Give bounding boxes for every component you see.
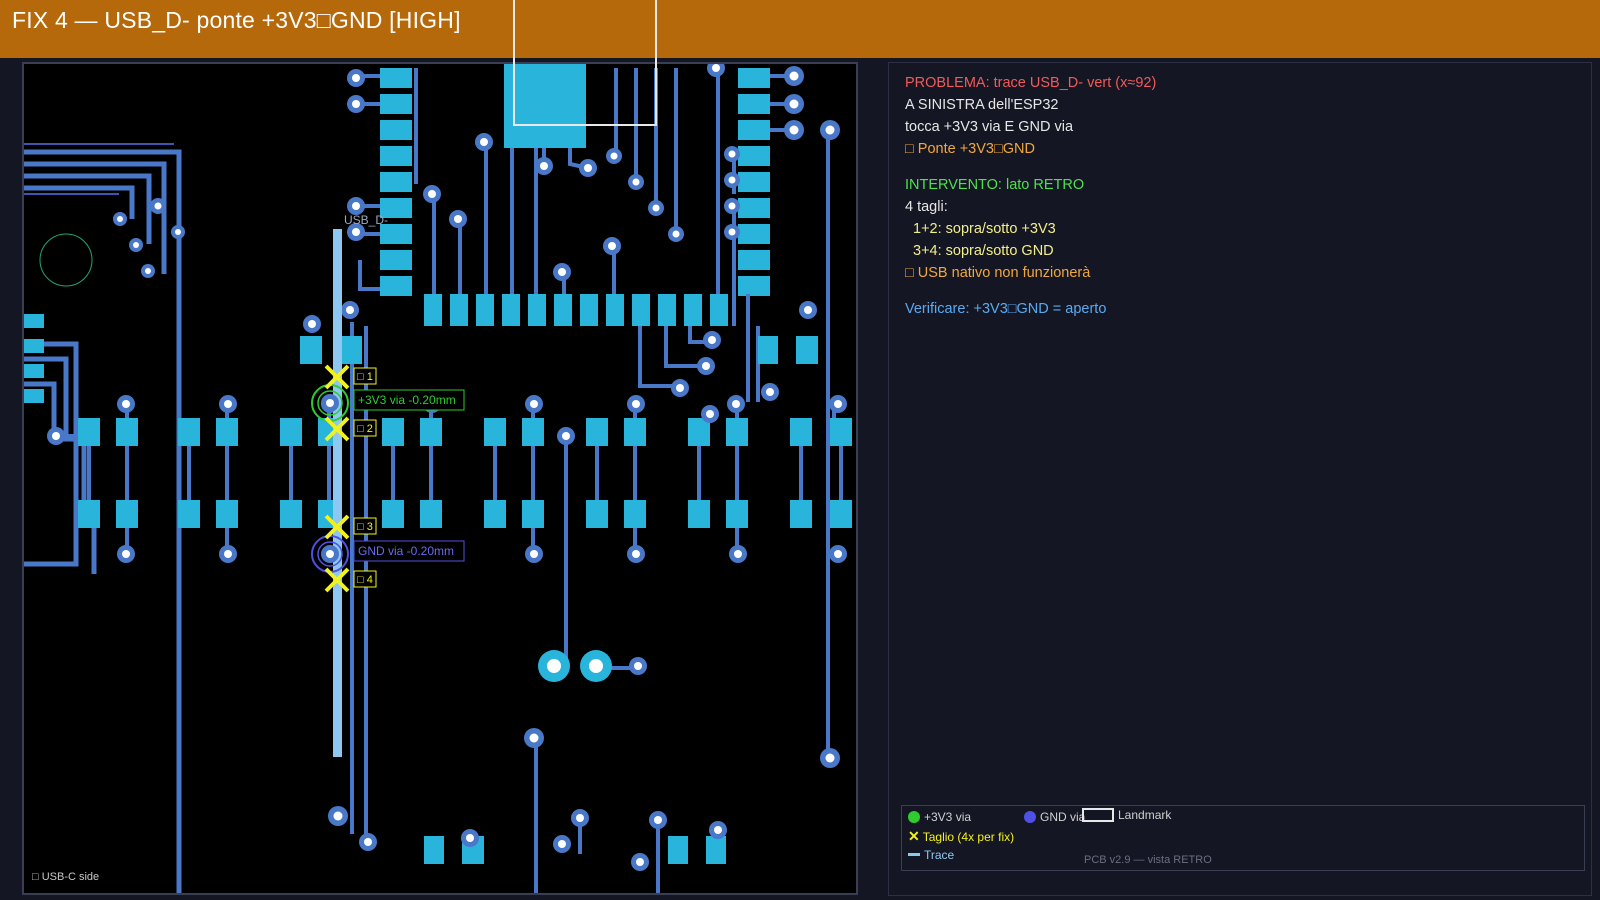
problem-detail-2: tocca +3V3 via E GND via xyxy=(905,119,1074,135)
gnd-via-callout: GND via -0.20mm xyxy=(353,540,465,562)
cut-marker-3[interactable]: □ 3 xyxy=(324,514,377,540)
component-row-top xyxy=(78,418,852,446)
legend-trace-label: Trace xyxy=(924,848,955,862)
left-traces xyxy=(24,149,182,893)
plus-via-label: +3V3 via -0.20mm xyxy=(358,393,456,407)
side-note: □ USB-C side xyxy=(32,871,100,883)
cut-label-4: □ 4 xyxy=(357,574,373,586)
cut-x-icon: ✕ xyxy=(908,828,920,844)
gnd-via-label: GND via -0.20mm xyxy=(358,544,454,558)
pcb-view[interactable]: USB_D- +3V3 via -0.20mm GND via -0.20mm xyxy=(22,62,858,895)
verify-line: Verificare: +3V3□GND = aperto xyxy=(905,301,1107,317)
usb-dminus-trace[interactable] xyxy=(333,229,342,757)
plus-3v3-via[interactable] xyxy=(311,384,349,422)
legend-cut: ✕ Taglio (4x per fix) xyxy=(908,828,1014,845)
landmark-outline xyxy=(513,0,657,126)
gnd-via[interactable] xyxy=(311,535,349,573)
large-pads xyxy=(538,650,612,682)
info-panel: PROBLEMA: trace USB_D- vert (x≈92) A SIN… xyxy=(888,62,1592,896)
landmark-box-icon xyxy=(1082,808,1114,822)
legend-gnd-via-label: GND via xyxy=(1040,810,1086,824)
legend: +3V3 via GND via Landmark ✕ Taglio (4x pe… xyxy=(901,805,1585,871)
legend-plus-via: +3V3 via xyxy=(908,810,971,824)
legend-landmark: Landmark xyxy=(1082,808,1171,822)
problem-line: PROBLEMA: trace USB_D- vert (x≈92) xyxy=(905,75,1157,91)
plus-via-callout: +3V3 via -0.20mm xyxy=(353,389,465,411)
cut-marker-4[interactable]: □ 4 xyxy=(324,567,377,593)
cut-label-1: □ 1 xyxy=(357,371,373,383)
cut-marker-2[interactable]: □ 2 xyxy=(324,416,377,442)
module-thermal-pad xyxy=(504,64,586,148)
module-bottom-pads xyxy=(424,294,728,326)
cuts-1-2: 1+2: sopra/sotto +3V3 xyxy=(913,221,1056,237)
module-right-pads xyxy=(738,68,770,296)
pcb-canvas: USB_D- +3V3 via -0.20mm GND via -0.20mm xyxy=(24,64,852,893)
cuts-3-4: 3+4: sopra/sotto GND xyxy=(913,243,1054,259)
intervention-line: INTERVENTO: lato RETRO xyxy=(905,177,1085,193)
blue-dot-icon xyxy=(1024,811,1036,823)
bottom-pads xyxy=(424,836,726,864)
left-copper-outline xyxy=(24,143,174,195)
title-bar: FIX 4 — USB_D- ponte +3V3□GND [HIGH] xyxy=(0,0,1600,58)
net-label: USB_D- xyxy=(344,213,388,227)
vias xyxy=(47,64,847,871)
module-left-pads xyxy=(380,68,412,296)
via-holes xyxy=(52,64,842,866)
legend-plus-via-label: +3V3 via xyxy=(924,810,972,824)
footer-version: PCB v2.9 — vista RETRO xyxy=(1084,854,1212,866)
problem-detail-1: A SINISTRA dell'ESP32 xyxy=(905,97,1059,113)
page-title: FIX 4 — USB_D- ponte +3V3□GND [HIGH] xyxy=(12,7,461,33)
legend-landmark-label: Landmark xyxy=(1118,808,1172,822)
component-row-bottom xyxy=(78,500,852,528)
cuts-count: 4 tagli: xyxy=(905,199,948,215)
cut-marker-1[interactable]: □ 1 xyxy=(324,364,377,390)
legend-cut-label: Taglio (4x per fix) xyxy=(922,830,1015,844)
mounting-hole xyxy=(39,233,93,287)
legend-trace: Trace xyxy=(908,848,954,862)
cut-label-2: □ 2 xyxy=(357,423,373,435)
mid-pads xyxy=(300,336,818,364)
green-dot-icon xyxy=(908,811,920,823)
legend-gnd-via: GND via xyxy=(1024,810,1085,824)
edge-pads xyxy=(24,314,44,403)
usb-warning: □ USB nativo non funzionerà xyxy=(905,265,1091,281)
cut-label-3: □ 3 xyxy=(357,521,373,533)
trace-line-icon xyxy=(908,853,920,856)
component-links xyxy=(56,404,843,893)
problem-warning: □ Ponte +3V3□GND xyxy=(905,141,1035,157)
